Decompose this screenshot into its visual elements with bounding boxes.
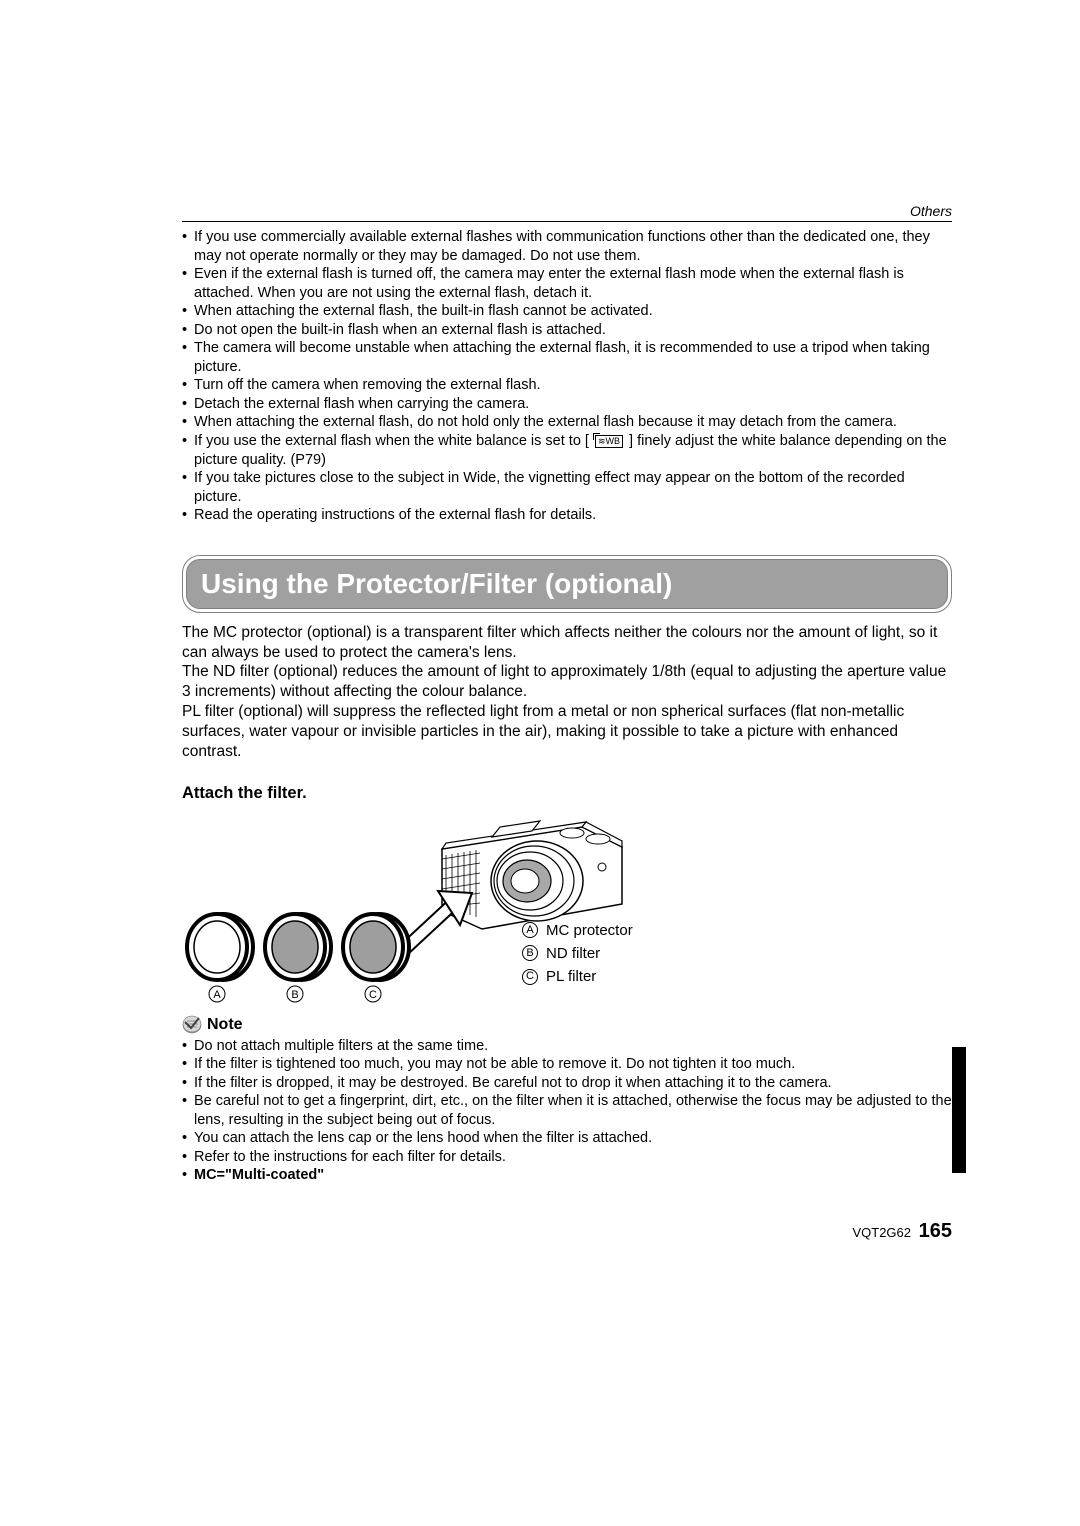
- legend-label: PL filter: [546, 965, 596, 988]
- bullet-text: Read the operating instructions of the e…: [194, 506, 952, 525]
- bullet-dot: •: [182, 432, 194, 469]
- bullet-dot: •: [182, 228, 194, 265]
- bullet-text: If you take pictures close to the subjec…: [194, 469, 952, 506]
- side-tab: [952, 1047, 966, 1173]
- section-title: Using the Protector/Filter (optional): [201, 568, 933, 600]
- bullet-item: •Read the operating instructions of the …: [182, 506, 952, 525]
- note-text: If the filter is tightened too much, you…: [194, 1055, 952, 1074]
- bullet-text: Do not open the built-in flash when an e…: [194, 321, 952, 340]
- bullet-text: The camera will become unstable when att…: [194, 339, 952, 376]
- bullet-text: Even if the external flash is turned off…: [194, 265, 952, 302]
- bullet-text: When attaching the external flash, the b…: [194, 302, 952, 321]
- bullet-item: •The camera will become unstable when at…: [182, 339, 952, 376]
- bullet-item: •When attaching the external flash, the …: [182, 302, 952, 321]
- legend-letter: B: [522, 945, 538, 961]
- filter-legend: A MC protector B ND filter C PL filter: [522, 919, 633, 989]
- bullet-dot: •: [182, 376, 194, 395]
- bullet-text: Detach the external flash when carrying …: [194, 395, 952, 414]
- note-item: •If the filter is dropped, it may be des…: [182, 1074, 952, 1093]
- bullet-dot: •: [182, 265, 194, 302]
- bullet-item: •Even if the external flash is turned of…: [182, 265, 952, 302]
- bullet-dot: •: [182, 1148, 194, 1167]
- note-item: •Do not attach multiple filters at the s…: [182, 1037, 952, 1056]
- svg-text:A: A: [213, 989, 221, 1001]
- legend-label: MC protector: [546, 919, 633, 942]
- section-header: Others: [910, 203, 952, 219]
- note-text: Be careful not to get a fingerprint, dir…: [194, 1092, 952, 1129]
- note-item: •If the filter is tightened too much, yo…: [182, 1055, 952, 1074]
- bullet-item: •Turn off the camera when removing the e…: [182, 376, 952, 395]
- section-title-inner: Using the Protector/Filter (optional): [186, 559, 948, 609]
- note-item: •MC="Multi-coated": [182, 1166, 952, 1185]
- section-title-frame: Using the Protector/Filter (optional): [182, 555, 952, 613]
- top-bullet-list: •If you use commercially available exter…: [182, 228, 952, 525]
- page-content: Others •If you use commercially availabl…: [182, 203, 952, 1185]
- bullet-text: When attaching the external flash, do no…: [194, 413, 952, 432]
- note-label: Note: [207, 1016, 243, 1034]
- bullet-item: •When attaching the external flash, do n…: [182, 413, 952, 432]
- body-paragraph: The MC protector (optional) is a transpa…: [182, 623, 952, 762]
- page-footer: VQT2G62 165: [852, 1220, 952, 1243]
- page-number: 165: [919, 1220, 952, 1242]
- bullet-item: •Do not open the built-in flash when an …: [182, 321, 952, 340]
- bullet-dot: •: [182, 395, 194, 414]
- attach-filter-heading: Attach the filter.: [182, 784, 952, 803]
- bullet-dot: •: [182, 1055, 194, 1074]
- legend-letter: C: [522, 969, 538, 985]
- note-text: Do not attach multiple filters at the sa…: [194, 1037, 952, 1056]
- note-icon: [182, 1015, 202, 1035]
- legend-row: C PL filter: [522, 965, 633, 988]
- filter-ring-row: A B C: [182, 909, 422, 1009]
- note-text: MC="Multi-coated": [194, 1166, 952, 1185]
- svg-text:C: C: [369, 989, 377, 1001]
- bullet-dot: •: [182, 321, 194, 340]
- bullet-dot: •: [182, 1166, 194, 1185]
- note-text: You can attach the lens cap or the lens …: [194, 1129, 952, 1148]
- header-rule: [182, 221, 952, 222]
- doc-code: VQT2G62: [852, 1225, 911, 1240]
- svg-text:B: B: [291, 989, 298, 1001]
- bullet-dot: •: [182, 1074, 194, 1093]
- bullet-dot: •: [182, 1129, 194, 1148]
- legend-letter: A: [522, 922, 538, 938]
- bullet-dot: •: [182, 302, 194, 321]
- bullet-dot: •: [182, 413, 194, 432]
- note-item: •Refer to the instructions for each filt…: [182, 1148, 952, 1167]
- bullet-item: •If you take pictures close to the subje…: [182, 469, 952, 506]
- legend-row: B ND filter: [522, 942, 633, 965]
- bullet-item: •If you use commercially available exter…: [182, 228, 952, 265]
- note-bullet-list: •Do not attach multiple filters at the s…: [182, 1037, 952, 1185]
- bullet-text: If you use commercially available extern…: [194, 228, 952, 265]
- bullet-dot: •: [182, 1037, 194, 1056]
- bullet-dot: •: [182, 506, 194, 525]
- bullet-dot: •: [182, 339, 194, 376]
- legend-row: A MC protector: [522, 919, 633, 942]
- note-text: If the filter is dropped, it may be dest…: [194, 1074, 952, 1093]
- bullet-text: Turn off the camera when removing the ex…: [194, 376, 952, 395]
- bullet-item: •If you use the external flash when the …: [182, 432, 952, 469]
- bullet-text: If you use the external flash when the w…: [194, 432, 952, 469]
- note-item: •Be careful not to get a fingerprint, di…: [182, 1092, 952, 1129]
- note-item: •You can attach the lens cap or the lens…: [182, 1129, 952, 1148]
- bullet-dot: •: [182, 469, 194, 506]
- legend-label: ND filter: [546, 942, 600, 965]
- note-heading-row: Note: [182, 1015, 952, 1035]
- filter-figure: ABC AMC protectorBND filterCPL filter: [182, 809, 952, 1009]
- wb-icon: ≋WB: [595, 435, 623, 448]
- note-text: Refer to the instructions for each filte…: [194, 1148, 952, 1167]
- bullet-item: •Detach the external flash when carrying…: [182, 395, 952, 414]
- bullet-dot: •: [182, 1092, 194, 1129]
